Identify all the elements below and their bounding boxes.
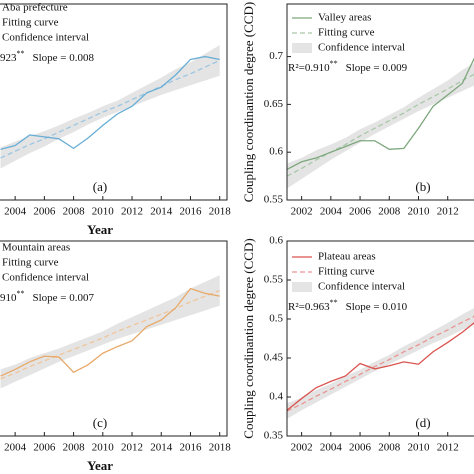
x-tick-label: 2002 xyxy=(291,206,313,218)
slope: Slope = 0.008 xyxy=(33,52,95,64)
data-line xyxy=(286,322,474,411)
legend-label: Plateau areas xyxy=(318,251,376,263)
r-squared: R²=0.963 xyxy=(288,301,330,313)
x-tick-label: 2002 xyxy=(291,442,313,454)
panel-label: (b) xyxy=(415,179,430,194)
annotation: R²=0.910** Slope = 0.009 xyxy=(288,59,408,74)
significance: ** xyxy=(17,289,25,298)
y-tick-label: 0.55 xyxy=(264,274,284,286)
panel-label: (d) xyxy=(415,415,430,430)
legend-label: Fitting curve xyxy=(2,257,59,269)
significance: ** xyxy=(17,49,25,58)
x-tick-label: 2016 xyxy=(179,442,202,454)
legend-label: Fitting curve xyxy=(2,17,59,29)
x-tick-label: 2010 xyxy=(92,206,115,218)
plot-frame xyxy=(286,3,474,201)
x-tick-label: 2006 xyxy=(349,442,372,454)
y-tick-label: 0.35 xyxy=(264,430,284,442)
x-tick-label: 2016 xyxy=(179,206,202,218)
x-tick-label: 2018 xyxy=(209,442,232,454)
legend-swatch xyxy=(292,43,312,53)
y-tick-label: 0.7 xyxy=(269,50,283,62)
y-axis-label: Coupling coordinantion degree (CCD) xyxy=(241,238,256,438)
significance: ** xyxy=(330,59,338,68)
data-line xyxy=(0,55,220,150)
x-axis-label: Year xyxy=(87,222,113,237)
x-tick-label: 2010 xyxy=(92,442,115,454)
panel-label: (a) xyxy=(93,179,107,194)
x-tick-label: 2012 xyxy=(437,442,459,454)
x-axis-label: Year xyxy=(87,458,113,473)
legend-label: Confidence interval xyxy=(2,272,89,284)
plot-frame xyxy=(0,3,228,201)
confidence-band xyxy=(287,308,474,419)
panel-label: (c) xyxy=(93,415,107,430)
confidence-band xyxy=(0,45,220,169)
y-tick-label: 0.4 xyxy=(269,391,283,403)
x-tick-label: 2018 xyxy=(209,206,232,218)
r-squared: 910 xyxy=(0,292,17,304)
y-tick-label: 0.6 xyxy=(269,146,283,158)
annotation: 923** Slope = 0.008 xyxy=(0,49,95,64)
fit-line xyxy=(286,73,474,177)
legend-label: Confidence interval xyxy=(318,281,405,293)
r-squared: 923 xyxy=(0,52,17,64)
legend-label: Fitting curve xyxy=(318,266,375,278)
annotation: 910** Slope = 0.007 xyxy=(0,289,95,304)
legend-label: Valley areas xyxy=(318,12,371,24)
legend-swatch xyxy=(292,282,312,292)
x-tick-label: 2008 xyxy=(63,442,86,454)
x-tick-label: 2008 xyxy=(378,206,401,218)
data-line xyxy=(0,287,220,377)
x-tick-label: 2014 xyxy=(150,442,173,454)
slope: Slope = 0.007 xyxy=(33,292,95,304)
significance: ** xyxy=(330,298,338,307)
x-tick-label: 2008 xyxy=(378,442,401,454)
legend-label: Mountain areas xyxy=(2,242,70,254)
x-tick-label: 2014 xyxy=(150,206,173,218)
legend-label: Confidence interval xyxy=(2,32,89,44)
confidence-band xyxy=(0,275,220,389)
r-squared: R²=0.910 xyxy=(288,62,330,74)
x-tick-label: 2008 xyxy=(63,206,86,218)
annotation: R²=0.963** Slope = 0.010 xyxy=(288,298,408,313)
y-tick-label: 0.55 xyxy=(264,194,284,206)
x-tick-label: 2012 xyxy=(121,206,143,218)
x-tick-label: 2010 xyxy=(408,206,431,218)
y-tick-label: 0.45 xyxy=(264,352,284,364)
y-tick-label: 0.5 xyxy=(269,313,283,325)
x-tick-label: 2004 xyxy=(4,206,27,218)
legend-label: Aba prefecture xyxy=(2,2,68,14)
fit-line xyxy=(286,315,474,412)
legend-label: Confidence interval xyxy=(318,42,405,54)
x-tick-label: 2010 xyxy=(408,442,431,454)
data-line xyxy=(286,57,474,170)
legend-label: Fitting curve xyxy=(318,27,375,39)
x-tick-label: 2004 xyxy=(320,442,343,454)
x-tick-label: 2006 xyxy=(33,442,56,454)
slope: Slope = 0.009 xyxy=(346,62,408,74)
x-tick-label: 2012 xyxy=(437,206,459,218)
x-tick-label: 2004 xyxy=(320,206,343,218)
plot-frame xyxy=(0,240,228,437)
x-tick-label: 2006 xyxy=(33,206,56,218)
x-tick-label: 2004 xyxy=(4,442,27,454)
x-tick-label: 2006 xyxy=(349,206,372,218)
y-tick-label: 0.6 xyxy=(269,235,283,247)
x-tick-label: 2012 xyxy=(121,442,143,454)
plot-frame xyxy=(286,240,474,437)
y-axis-label: Coupling coordinantion degree (CCD) xyxy=(241,2,256,202)
y-tick-label: 0.65 xyxy=(264,98,284,110)
slope: Slope = 0.010 xyxy=(346,301,408,313)
